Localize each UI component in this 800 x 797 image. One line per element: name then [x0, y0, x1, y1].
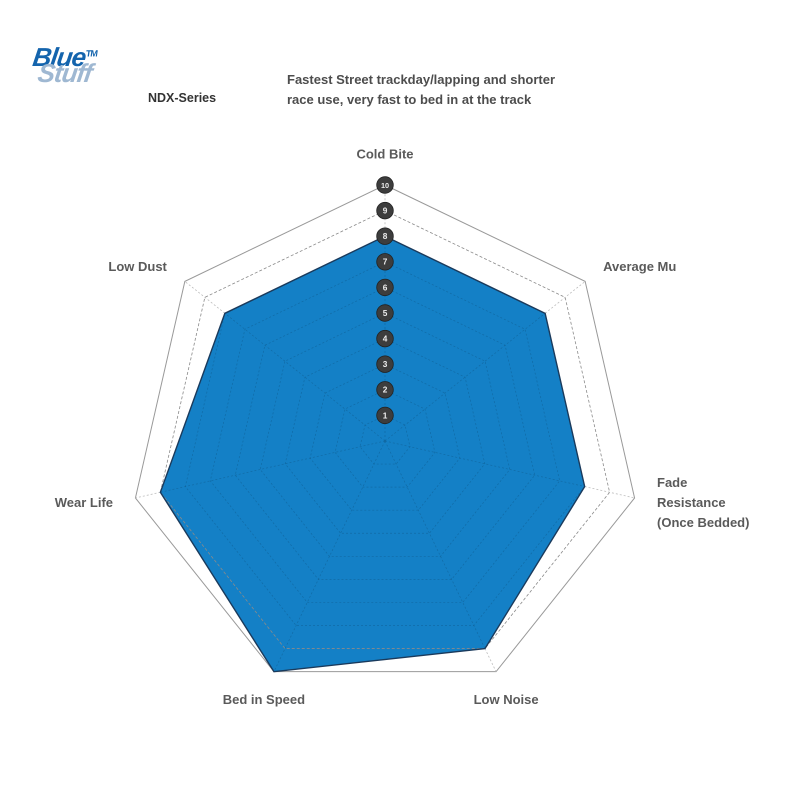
svg-text:5: 5	[383, 308, 388, 318]
svg-text:6: 6	[383, 282, 388, 292]
svg-text:1: 1	[383, 410, 388, 420]
svg-text:9: 9	[383, 206, 388, 216]
svg-text:10: 10	[381, 181, 389, 190]
svg-text:3: 3	[383, 359, 388, 369]
svg-text:7: 7	[383, 257, 388, 267]
svg-text:2: 2	[383, 385, 388, 395]
svg-text:4: 4	[383, 334, 388, 344]
svg-text:8: 8	[383, 231, 388, 241]
